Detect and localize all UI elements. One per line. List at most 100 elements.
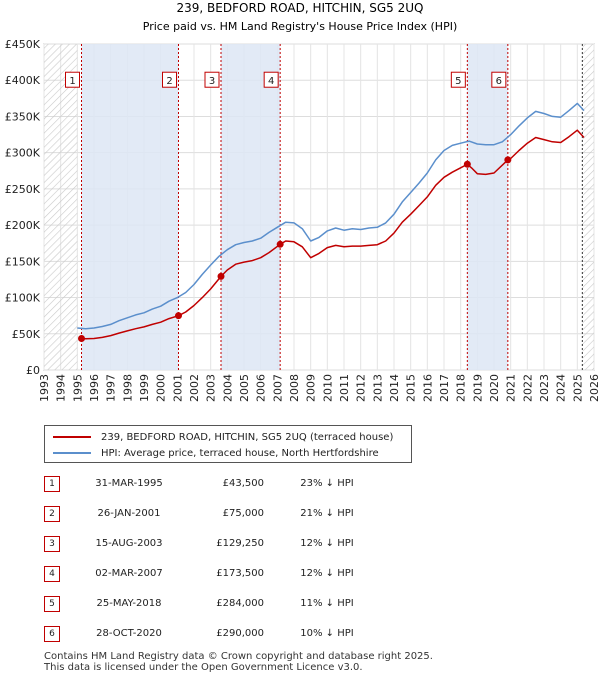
- legend-label-hpi: HPI: Average price, terraced house, Nort…: [101, 447, 379, 459]
- y-tick-label: £350K: [5, 110, 41, 123]
- sale-date: 15-AUG-2003: [95, 538, 163, 549]
- x-tick-label: 1999: [138, 374, 151, 402]
- sale-row: 6 28-OCT-2020 £290,000 10% ↓ HPI: [44, 626, 384, 646]
- y-tick-label: £300K: [5, 147, 41, 160]
- y-tick-label: £150K: [5, 255, 41, 268]
- x-tick-label: 2012: [355, 374, 368, 402]
- sale-hpi-diff: 23% ↓ HPI: [300, 478, 354, 489]
- legend-item-hpi: HPI: Average price, terraced house, Nort…: [53, 445, 379, 461]
- sale-date: 31-MAR-1995: [95, 478, 163, 489]
- sale-point: [276, 240, 284, 248]
- x-tick-label: 2001: [171, 374, 184, 402]
- y-tick-label: £0: [26, 364, 40, 377]
- sale-label-box: [204, 71, 220, 88]
- license-text: This data is licensed under the Open Gov…: [44, 662, 363, 673]
- x-tick-label: 2014: [388, 374, 401, 402]
- x-tick-label: 2009: [305, 374, 318, 402]
- hatched-region: [44, 44, 78, 370]
- sale-row: 1 31-MAR-1995 £43,500 23% ↓ HPI: [44, 476, 384, 496]
- shaded-period: [221, 44, 281, 370]
- legend-label-property: 239, BEDFORD ROAD, HITCHIN, SG5 2UQ (ter…: [101, 431, 394, 443]
- sale-label-number: 3: [209, 76, 215, 87]
- x-tick-label: 1993: [38, 374, 51, 402]
- x-tick-label: 2000: [155, 374, 168, 402]
- sale-number-badge: 5: [44, 596, 60, 612]
- shaded-period: [467, 44, 508, 370]
- sale-price: £173,500: [216, 568, 264, 579]
- x-tick-label: 2006: [255, 374, 268, 402]
- footer: Contains HM Land Registry data © Crown c…: [44, 651, 433, 673]
- sale-label-number: 6: [496, 76, 502, 87]
- x-tick-label: 1995: [71, 374, 84, 402]
- chart-subtitle: Price paid vs. HM Land Registry's House …: [143, 20, 458, 33]
- x-tick-label: 1996: [88, 374, 101, 402]
- sale-point: [175, 312, 182, 320]
- sale-number-badge: 1: [44, 476, 60, 492]
- x-tick-label: 2002: [188, 374, 201, 402]
- x-tick-label: 2022: [521, 374, 534, 402]
- sale-number-badge: 6: [44, 626, 60, 642]
- x-tick-label: 1998: [121, 374, 134, 402]
- x-tick-label: 2017: [438, 374, 451, 402]
- shaded-period: [81, 44, 179, 370]
- x-tick-label: 2004: [221, 374, 234, 402]
- hpi-line: [77, 102, 585, 330]
- sale-point: [463, 160, 471, 168]
- x-tick-label: 2013: [371, 374, 384, 402]
- sale-date: 28-OCT-2020: [96, 628, 162, 639]
- legend: 239, BEDFORD ROAD, HITCHIN, SG5 2UQ (ter…: [44, 425, 412, 463]
- sale-date: 25-MAY-2018: [96, 598, 162, 609]
- sale-point: [78, 334, 85, 342]
- sale-price: £290,000: [216, 628, 264, 639]
- sale-hpi-diff: 12% ↓ HPI: [300, 568, 354, 579]
- hatched-region: [582, 44, 594, 370]
- sale-label-number: 2: [166, 76, 172, 87]
- legend-item-property: 239, BEDFORD ROAD, HITCHIN, SG5 2UQ (ter…: [53, 429, 393, 445]
- sale-row: 4 02-MAR-2007 £173,500 12% ↓ HPI: [44, 566, 384, 586]
- y-tick-label: £200K: [5, 219, 41, 232]
- x-tick-label: 2019: [471, 374, 484, 402]
- sale-point: [217, 272, 225, 280]
- x-tick-label: 2011: [338, 374, 351, 402]
- x-tick-label: 2026: [588, 374, 600, 402]
- sale-number-badge: 2: [44, 506, 60, 522]
- sale-point: [504, 156, 512, 164]
- sale-hpi-diff: 10% ↓ HPI: [300, 628, 354, 639]
- y-tick-label: £250K: [5, 183, 41, 196]
- sale-label-number: 1: [69, 76, 75, 87]
- x-tick-label: 2007: [271, 374, 284, 402]
- sale-number-badge: 3: [44, 536, 60, 552]
- sale-label-box: [162, 71, 177, 88]
- y-tick-label: £50K: [12, 328, 41, 341]
- sale-hpi-diff: 21% ↓ HPI: [300, 508, 354, 519]
- y-tick-label: £450K: [5, 38, 41, 51]
- sale-date: 26-JAN-2001: [97, 508, 161, 519]
- x-tick-label: 2018: [455, 374, 468, 402]
- x-tick-label: 2020: [488, 374, 501, 402]
- x-tick-label: 2023: [538, 374, 551, 402]
- sale-price: £129,250: [216, 538, 264, 549]
- sale-label-box: [450, 71, 466, 88]
- sale-row: 3 15-AUG-2003 £129,250 12% ↓ HPI: [44, 536, 384, 556]
- sale-price: £43,500: [222, 478, 264, 489]
- sale-row: 2 26-JAN-2001 £75,000 21% ↓ HPI: [44, 506, 384, 526]
- x-tick-label: 1994: [55, 374, 68, 402]
- sale-price: £284,000: [216, 598, 264, 609]
- sale-hpi-diff: 11% ↓ HPI: [300, 598, 354, 609]
- x-tick-label: 2021: [505, 374, 518, 402]
- copyright-text: Contains HM Land Registry data © Crown c…: [44, 651, 433, 662]
- sale-hpi-diff: 12% ↓ HPI: [300, 538, 354, 549]
- sale-date: 02-MAR-2007: [95, 568, 163, 579]
- sale-price: £75,000: [222, 508, 264, 519]
- x-tick-label: 1997: [105, 374, 118, 402]
- sale-label-box: [491, 71, 507, 88]
- x-tick-label: 2005: [238, 374, 251, 402]
- y-tick-label: £400K: [5, 74, 41, 87]
- sale-label-number: 4: [268, 76, 274, 87]
- sale-row: 5 25-MAY-2018 £284,000 11% ↓ HPI: [44, 596, 384, 616]
- sale-label-box: [65, 71, 80, 88]
- x-tick-label: 2015: [405, 374, 418, 402]
- x-tick-label: 2010: [321, 374, 334, 402]
- y-tick-label: £100K: [5, 292, 41, 305]
- legend-swatch-property: [53, 436, 91, 438]
